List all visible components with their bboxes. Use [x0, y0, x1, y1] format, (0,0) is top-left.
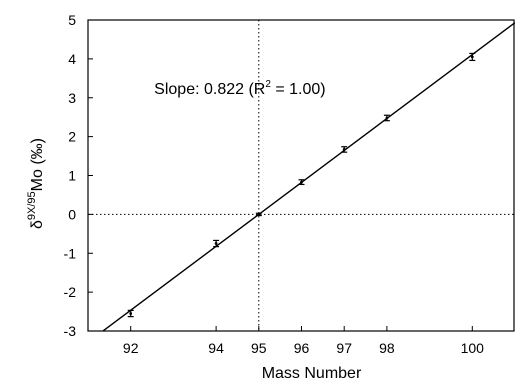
point-marker: [257, 212, 261, 216]
y-tick-label: -3: [64, 323, 77, 339]
data-point: [469, 52, 476, 62]
x-axis-title: Mass Number: [262, 365, 362, 382]
point-marker: [470, 55, 474, 59]
y-tick-label: 1: [68, 168, 76, 184]
x-tick-label: 100: [461, 340, 485, 356]
y-tick-label: -2: [64, 284, 77, 300]
annotation-suffix: = 1.00): [271, 81, 326, 98]
point-marker: [214, 242, 218, 245]
y-axis-title-superscript: 9X/95: [26, 191, 38, 220]
y-tick-label: 5: [68, 12, 76, 28]
plot-frame: [87, 19, 515, 332]
annotation-superscript: 2: [265, 79, 271, 90]
data-point: [383, 114, 390, 122]
y-tick-label: 3: [68, 90, 76, 106]
reference-lines: [88, 20, 515, 331]
y-tick-label: -1: [64, 245, 77, 261]
x-tick-label: 92: [123, 340, 139, 356]
data-point: [213, 239, 220, 248]
y-axis-title-delta: δ: [29, 220, 46, 229]
y-tick-label: 0: [68, 206, 76, 222]
y-axis-title: δ9X/95Mo (‰): [26, 138, 46, 229]
point-marker: [300, 180, 303, 184]
y-tick-label: 4: [68, 51, 76, 67]
data-point: [127, 309, 134, 318]
point-marker: [342, 148, 346, 151]
data-point: [298, 179, 305, 186]
x-tick-label: 96: [294, 340, 310, 356]
point-marker: [385, 116, 389, 120]
x-tick-label: 95: [251, 340, 267, 356]
y-axis-title-main: Mo (‰): [29, 138, 46, 191]
data-points: [127, 52, 476, 318]
annotation-prefix: Slope: 0.822 (R: [154, 81, 265, 98]
data-point: [255, 212, 262, 217]
x-tick-label: 98: [379, 340, 395, 356]
y-tick-label: 2: [68, 129, 76, 145]
slope-annotation: Slope: 0.822 (R2 = 1.00): [154, 79, 325, 98]
axis-ticks: -3 -2 -1 0 1 2 3 4 5 92 94 95 96 97 98 100: [64, 12, 485, 356]
point-marker: [129, 312, 133, 315]
x-tick-label: 94: [208, 340, 224, 356]
x-tick-label: 97: [336, 340, 352, 356]
data-point: [341, 146, 348, 153]
